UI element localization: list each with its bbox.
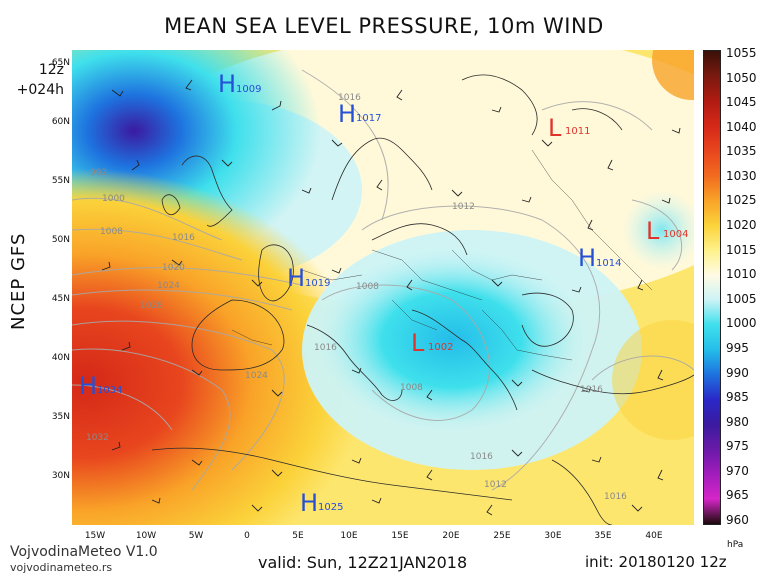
isobar-label: 1028 <box>140 301 163 311</box>
coastlines <box>151 74 694 525</box>
isobar-label: 1016 <box>172 233 195 243</box>
colorbar-tick-label: 1025 <box>726 193 757 208</box>
isobar-label: 1024 <box>245 371 268 381</box>
high-pressure-marker: H <box>218 70 237 98</box>
colorbar-tick-label: 960 <box>726 513 749 527</box>
system-value: 1019 <box>305 278 331 289</box>
lon-label: 40E <box>645 531 663 541</box>
brand-name: VojvodinaMeteo V1.0 <box>10 544 158 560</box>
low-pressure-marker: L <box>411 329 425 357</box>
isobars <box>72 69 694 491</box>
lon-label: 20E <box>442 531 460 541</box>
lon-label: 15W <box>84 531 106 541</box>
lat-label: 35N <box>51 412 70 422</box>
system-value: 1004 <box>663 229 689 240</box>
pressure-field-svg <box>72 50 694 525</box>
colorbar-tick-label: 980 <box>726 414 749 429</box>
colorbar-tick-label: 970 <box>726 463 749 478</box>
colorbar-tick-label: 1035 <box>726 144 757 159</box>
lon-label: 0 <box>244 531 250 541</box>
high-pressure-marker: H <box>578 244 597 272</box>
system-value: 1014 <box>596 258 622 269</box>
colorbar-tick-label: 1010 <box>726 267 757 282</box>
wind-barbs <box>101 79 681 516</box>
high-pressure-marker: H <box>79 372 98 400</box>
colorbar-tick-label: 985 <box>726 390 749 405</box>
colorbar-tick-label: 1005 <box>726 291 757 306</box>
colorbar-tick-label: 1055 <box>726 46 757 60</box>
lat-label: 40N <box>51 353 70 363</box>
run-info: 12z +024h <box>8 60 64 100</box>
system-value: 1017 <box>356 113 382 124</box>
lat-label: 50N <box>51 235 70 245</box>
lat-label: 30N <box>51 471 70 481</box>
model-label: NCEP GFS <box>8 232 29 330</box>
low-pressure-marker: L <box>548 114 562 142</box>
system-value: 1011 <box>565 126 591 137</box>
colorbar-tick-label: 1000 <box>726 316 757 331</box>
isobar-label: 1016 <box>604 492 627 502</box>
isobar-label: 1000 <box>102 194 125 204</box>
isobar-label: 1008 <box>400 383 423 393</box>
colorbar-tick-label: 975 <box>726 439 749 454</box>
system-value: 1009 <box>236 84 262 95</box>
colorbar-tick-label: 965 <box>726 488 749 503</box>
run-lead: +024h <box>16 82 64 98</box>
lat-label: 60N <box>51 117 70 127</box>
high-pressure-marker: H <box>300 489 319 517</box>
isobar-label: 1008 <box>356 282 379 292</box>
isobar-label: 1016 <box>314 343 337 353</box>
init-time: init: 20180120 12z <box>585 553 727 571</box>
colorbar-tick-label: 1015 <box>726 242 757 257</box>
lat-label: 45N <box>51 294 70 304</box>
isobar-label: 1016 <box>338 93 361 103</box>
lat-label: 55N <box>51 176 70 186</box>
lon-label: 30E <box>544 531 562 541</box>
colorbar-tick-label: 1030 <box>726 168 757 183</box>
isobar-label: 1016 <box>470 452 493 462</box>
lon-label: 25E <box>493 531 511 541</box>
run-cycle: 12z <box>38 62 64 78</box>
system-value: 1002 <box>428 342 454 353</box>
high-pressure-marker: H <box>287 264 306 292</box>
isobar-label: 1012 <box>452 202 475 212</box>
colorbar-unit: hPa <box>727 540 744 550</box>
valid-time: valid: Sun, 12Z21JAN2018 <box>258 553 468 572</box>
isobar-label: 1012 <box>484 480 507 490</box>
isobar-label: 1020 <box>162 263 185 273</box>
isobar-label: 1024 <box>157 281 180 291</box>
colorbar-tick-label: 1040 <box>726 119 757 134</box>
low-pressure-marker: L <box>646 217 660 245</box>
isobar-label: 1032 <box>86 433 109 443</box>
colorbar-tick-label: 1020 <box>726 218 757 233</box>
system-value: 1025 <box>318 502 344 513</box>
colorbar-tick-label: 990 <box>726 365 749 380</box>
lat-label: 65N <box>51 58 70 68</box>
pressure-colorbar <box>703 50 721 525</box>
lon-label: 10E <box>340 531 358 541</box>
lon-label: 10W <box>135 531 157 541</box>
chart-title: MEAN SEA LEVEL PRESSURE, 10m WIND <box>164 14 604 38</box>
brand-site: vojvodinameteo.rs <box>10 561 113 574</box>
colorbar-tick-label: 995 <box>726 340 749 355</box>
system-value: 1034 <box>97 385 123 396</box>
lon-label: 35E <box>594 531 612 541</box>
high-pressure-marker: H <box>338 100 357 128</box>
colorbar-tick-label: 1045 <box>726 95 757 110</box>
isobar-label: 1016 <box>580 385 603 395</box>
lon-label: 5W <box>188 531 204 541</box>
pressure-map <box>72 50 694 525</box>
isobar-label: 992 <box>90 168 108 178</box>
lon-label: 15E <box>391 531 409 541</box>
lon-label: 5E <box>292 531 304 541</box>
colorbar-tick-label: 1050 <box>726 70 757 85</box>
isobar-label: 1008 <box>100 227 123 237</box>
